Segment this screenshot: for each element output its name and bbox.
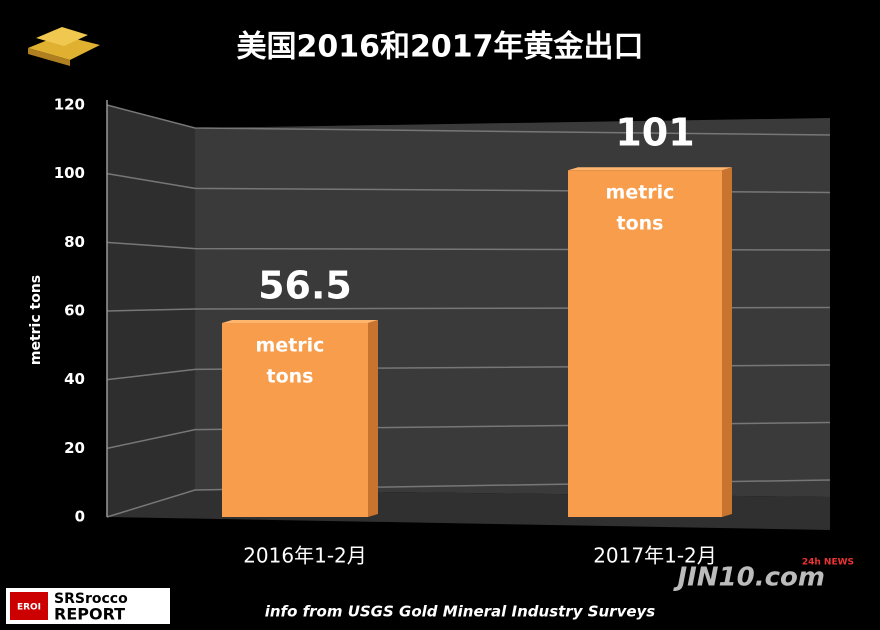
x-tick-label: 2016年1-2月 <box>243 544 367 568</box>
watermark: JIN10.com <box>672 563 825 593</box>
data-label: 101 <box>615 111 694 155</box>
bar-top <box>222 320 378 324</box>
gold-logo <box>28 27 100 66</box>
source: info from USGS Gold Mineral Industry Sur… <box>265 603 656 621</box>
x-tick-label: 2017年1-2月 <box>593 544 717 568</box>
bar-side <box>368 320 378 517</box>
bar <box>222 323 368 517</box>
y-tick-label: 40 <box>64 370 85 388</box>
y-tick-label: 20 <box>64 439 85 457</box>
y-tick-label: 0 <box>75 508 85 526</box>
bar-side <box>722 167 732 517</box>
data-label: 56.5 <box>258 264 352 308</box>
logo-text: SRSrocco <box>54 591 128 607</box>
bar-label: metric <box>256 335 325 357</box>
chart-title: 美国2016和2017年黄金出口 <box>237 30 644 65</box>
side-wall <box>107 105 195 517</box>
grid-line <box>106 104 831 136</box>
bar-label: metric <box>606 182 675 204</box>
y-axis-label: metric tons <box>28 275 44 365</box>
y-tick-label: 80 <box>64 233 85 251</box>
bar-top <box>568 167 732 171</box>
logo-text: EROI <box>17 603 41 613</box>
y-tick-label: 100 <box>54 164 85 182</box>
logo-text: REPORT <box>54 605 125 624</box>
bar <box>568 170 722 517</box>
y-tick-label: 120 <box>54 96 85 114</box>
y-tick-label: 60 <box>64 302 85 320</box>
srsrocco-logo: EROI SRSrocco REPORT <box>6 588 170 624</box>
logo-badge <box>10 592 48 620</box>
bar-label: tons <box>267 366 314 388</box>
watermark: 24h NEWS <box>802 558 854 568</box>
bar-label: tons <box>617 213 664 235</box>
